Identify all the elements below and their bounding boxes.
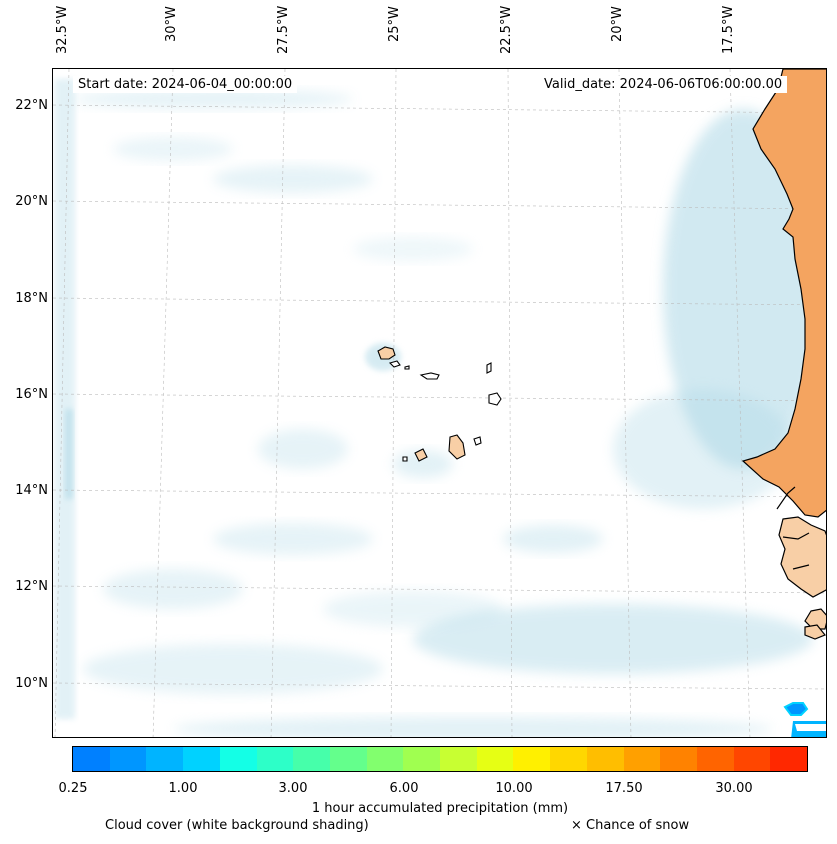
island-santiago	[448, 434, 466, 460]
lon-label-27-5w: 27.5°W	[276, 6, 291, 55]
colorbar-cell-0	[73, 747, 110, 771]
lat-label-22n: 22°N	[15, 98, 48, 113]
colorbar-tick-1-00: 1.00	[168, 781, 198, 796]
island-boa-vista	[488, 392, 502, 406]
lon-label-32-5w: 32.5°W	[55, 6, 70, 55]
graticule	[53, 69, 826, 737]
colorbar-tick-0-25: 0.25	[58, 781, 88, 796]
valid-date-label: Valid_date: 2024-06-06T06:00:00.00	[539, 76, 788, 93]
colorbar-cell-7	[329, 747, 367, 771]
colorbar-cell-19	[770, 747, 808, 771]
start-date-label: Start date: 2024-06-04_00:00:00	[73, 76, 298, 93]
lon-label-20w: 20°W	[610, 6, 625, 42]
african-coast	[741, 69, 826, 640]
colorbar-cell-8	[366, 747, 404, 771]
colorbar-tick-6-00: 6.00	[389, 781, 419, 796]
lat-label-10n: 10°N	[15, 676, 48, 691]
lat-label-16n: 16°N	[15, 387, 48, 402]
colorbar-title: 1 hour accumulated precipitation (mm)	[311, 801, 569, 816]
colorbar-cell-4	[219, 747, 257, 771]
colorbar-tick-10-00: 10.00	[495, 781, 533, 796]
colorbar-tick-30-00: 30.00	[715, 781, 753, 796]
colorbar-cell-9	[403, 747, 441, 771]
colorbar-cell-6	[293, 747, 330, 771]
cabo-verde-islands	[377, 346, 502, 462]
island-santo-antao	[377, 346, 396, 360]
cloud-cover	[55, 79, 823, 737]
colorbar-tick-3-00: 3.00	[278, 781, 308, 796]
lon-label-22-5w: 22.5°W	[499, 6, 514, 55]
colorbar-cell-16	[660, 747, 697, 771]
lat-label-20n: 20°N	[15, 194, 48, 209]
colorbar-cell-1	[109, 747, 147, 771]
lat-label-14n: 14°N	[15, 483, 48, 498]
island-sal	[486, 362, 492, 374]
colorbar-cell-2	[146, 747, 184, 771]
island-sao-nicolau	[419, 372, 440, 380]
colorbar-cell-10	[440, 747, 477, 771]
island-maio	[473, 436, 482, 446]
lon-label-30w: 30°W	[164, 6, 179, 42]
legend-cloud-cover: Cloud cover (white background shading)	[105, 818, 369, 833]
legend-snow-chance: × Chance of snow	[571, 818, 690, 833]
lon-label-25w: 25°W	[387, 6, 402, 42]
island-sao-vicente	[388, 360, 401, 368]
colorbar-cell-17	[696, 747, 734, 771]
island-brava	[402, 456, 408, 462]
lat-label-18n: 18°N	[15, 291, 48, 306]
island-santa-luzia	[404, 365, 410, 370]
precipitation-colorbar	[72, 746, 808, 772]
colorbar-cell-3	[183, 747, 220, 771]
colorbar-tick-17-50: 17.50	[605, 781, 643, 796]
colorbar-cell-5	[256, 747, 294, 771]
lon-label-17-5w: 17.5°W	[721, 6, 736, 55]
colorbar-cell-15	[623, 747, 661, 771]
precipitation-cell	[783, 702, 826, 737]
colorbar-cell-14	[586, 747, 624, 771]
colorbar-cell-18	[733, 747, 771, 771]
colorbar-cell-11	[476, 747, 514, 771]
colorbar-cell-12	[513, 747, 551, 771]
map-canvas	[53, 69, 826, 737]
lat-label-12n: 12°N	[15, 579, 48, 594]
colorbar-cell-13	[550, 747, 587, 771]
map-area[interactable]	[52, 68, 827, 738]
island-fogo	[414, 448, 428, 462]
